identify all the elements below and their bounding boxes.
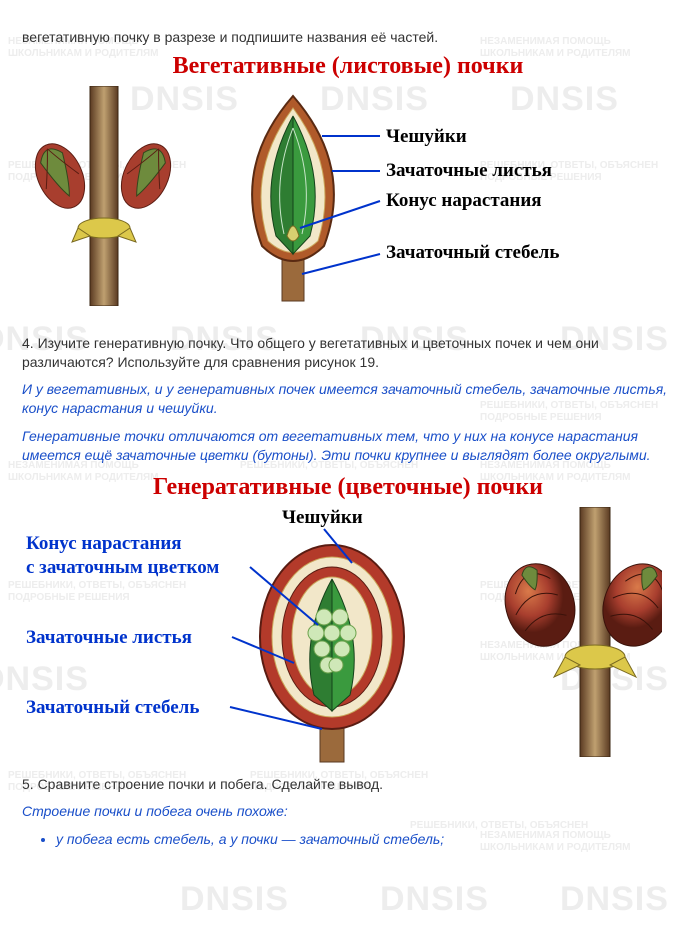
veg-label-cone: Конус нарастания xyxy=(386,190,542,212)
q5-text: 5. Сравните строение почки и побега. Сде… xyxy=(22,775,674,794)
gen-leaders-svg xyxy=(22,507,462,757)
q5-li1: у побега есть стебель, а у почки — зачат… xyxy=(56,830,674,850)
q4-ans1: И у вегетативных, и у генеративных почек… xyxy=(22,380,674,419)
gen-diagram: Конус нарастания с зачаточным цветком За… xyxy=(22,507,674,757)
veg-label-scales: Чешуйки xyxy=(386,126,467,148)
veg-branch-svg xyxy=(22,86,182,306)
watermark: DNSIS xyxy=(180,880,289,919)
q5-list: у побега есть стебель, а у почки — зачат… xyxy=(22,830,674,850)
veg-label-leaves: Зачаточные листья xyxy=(386,160,552,182)
watermark: DNSIS xyxy=(380,880,489,919)
q4-ans2: Генеративные точки отличаются от вегетат… xyxy=(22,427,674,466)
watermark: DNSIS xyxy=(560,880,669,919)
gen-title: Генератативные (цветочные) почки xyxy=(22,474,674,501)
intro-tail: вегетативную почку в разрезе и подпишите… xyxy=(22,28,674,47)
gen-branch-svg xyxy=(462,507,662,757)
veg-diagram: Чешуйки Зачаточные листья Конус нарастан… xyxy=(22,86,674,316)
q5-ans: Строение почки и побега очень похоже: xyxy=(22,802,674,822)
q4-text: 4. Изучите генеративную почку. Что общег… xyxy=(22,334,674,372)
veg-title: Вегетативные (листовые) почки xyxy=(22,53,674,80)
veg-label-stem: Зачаточный стебель xyxy=(386,242,559,264)
